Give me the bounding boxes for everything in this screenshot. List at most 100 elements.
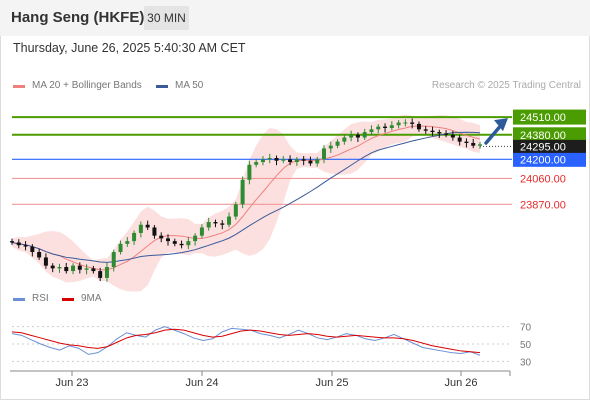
candle-body bbox=[179, 243, 184, 246]
rsi-line bbox=[11, 326, 481, 356]
candle-body bbox=[145, 224, 150, 228]
candle-body bbox=[471, 142, 476, 146]
candle-body bbox=[322, 148, 326, 160]
candle-body bbox=[430, 130, 435, 133]
candle-body bbox=[342, 137, 347, 142]
candle-body bbox=[172, 241, 177, 244]
candle-body bbox=[240, 179, 245, 205]
rsi-tick-30: 30 bbox=[520, 357, 532, 368]
forecast-arrow-shaft bbox=[484, 122, 504, 145]
candle-body bbox=[159, 235, 164, 239]
rsi-legend-swatch bbox=[13, 298, 25, 301]
candle-body bbox=[138, 224, 143, 233]
candle-body bbox=[389, 125, 394, 128]
candle-body bbox=[37, 252, 42, 258]
level-label-24380: 24380.00 bbox=[520, 130, 566, 142]
candle-body bbox=[206, 222, 211, 228]
ma50-legend-label: MA 50 bbox=[175, 80, 204, 91]
candle-body bbox=[362, 132, 367, 138]
candle-body bbox=[186, 241, 191, 246]
forecast-arrow-head bbox=[494, 118, 508, 132]
candle-body bbox=[437, 132, 442, 134]
candle-body bbox=[267, 157, 272, 160]
level-label-24060: 24060.00 bbox=[520, 173, 566, 185]
ma50-line bbox=[11, 131, 481, 263]
last-price-label: 24295.00 bbox=[520, 141, 566, 153]
candle-body bbox=[396, 122, 401, 126]
candle-body bbox=[77, 265, 82, 270]
candle-body bbox=[260, 159, 265, 163]
x-tick-label-0: Jun 23 bbox=[55, 377, 88, 389]
ma20-legend-label: MA 20 + Bollinger Bands bbox=[32, 80, 142, 91]
level-label-bg-24200 bbox=[513, 151, 586, 167]
candle-body bbox=[328, 145, 333, 149]
candle-body bbox=[220, 223, 225, 225]
ma20-legend-swatch bbox=[13, 85, 25, 88]
candle-body bbox=[152, 227, 157, 236]
candle-body bbox=[444, 133, 449, 135]
candle-body bbox=[288, 159, 293, 163]
candle-body bbox=[199, 227, 204, 236]
candle-body bbox=[16, 242, 21, 246]
candle-body bbox=[383, 126, 388, 128]
candle-body bbox=[132, 232, 137, 242]
candle-body bbox=[355, 134, 360, 138]
candle-body bbox=[50, 265, 55, 269]
rsi-ma-line bbox=[11, 328, 481, 354]
ma20-line bbox=[11, 125, 481, 271]
candle-body bbox=[301, 159, 306, 161]
candle-body bbox=[315, 159, 320, 164]
candle-body bbox=[91, 268, 96, 272]
candle-body bbox=[247, 164, 252, 180]
candle-body bbox=[125, 241, 130, 244]
candle-body bbox=[274, 157, 279, 161]
credit-text: Research © 2025 Trading Central bbox=[431, 80, 581, 91]
candle-body bbox=[410, 122, 415, 124]
candle-body bbox=[227, 216, 232, 225]
candle-body bbox=[98, 271, 103, 278]
candle-body bbox=[349, 134, 354, 138]
rsi-ma-legend-label: 9MA bbox=[81, 293, 102, 304]
candle-body bbox=[254, 162, 259, 165]
candle-body bbox=[10, 241, 14, 243]
candle-body bbox=[30, 246, 35, 253]
candle-body bbox=[423, 129, 428, 131]
candle-body bbox=[57, 267, 62, 269]
header-bar: Hang Seng (HKFE) 30 MIN bbox=[0, 0, 590, 36]
x-tick-label-1: Jun 24 bbox=[185, 377, 218, 389]
candle-body bbox=[23, 245, 28, 247]
candle-body bbox=[64, 267, 69, 272]
candle-body bbox=[450, 134, 455, 138]
instrument-title: Hang Seng (HKFE) bbox=[11, 9, 145, 26]
candle-body bbox=[335, 141, 340, 146]
candle-body bbox=[457, 137, 462, 142]
candle-body bbox=[478, 144, 482, 146]
timeframe-button[interactable]: 30 MIN bbox=[144, 6, 189, 30]
candle-body bbox=[213, 222, 218, 224]
candle-body bbox=[464, 141, 469, 143]
candle-body bbox=[104, 267, 109, 278]
last-price-label-bg bbox=[513, 139, 586, 153]
candle-body bbox=[111, 252, 116, 268]
candle-body bbox=[294, 159, 299, 163]
candle-body bbox=[43, 257, 48, 266]
candle-body bbox=[281, 159, 286, 161]
level-label-24510: 24510.00 bbox=[520, 112, 566, 124]
rsi-tick-70: 70 bbox=[520, 323, 532, 334]
candle-body bbox=[416, 123, 421, 130]
rsi-ma-legend-swatch bbox=[62, 298, 74, 301]
level-label-23870: 23870.00 bbox=[520, 199, 566, 211]
rsi-tick-50: 50 bbox=[520, 340, 532, 351]
level-label-bg-24380 bbox=[513, 127, 586, 143]
chart-timestamp: Thursday, June 26, 2025 5:40:30 AM CET bbox=[13, 41, 246, 55]
candle-body bbox=[403, 122, 408, 124]
rsi-legend-label: RSI bbox=[32, 293, 49, 304]
ma50-legend-swatch bbox=[156, 85, 168, 88]
candle-body bbox=[376, 126, 381, 130]
candle-body bbox=[71, 265, 76, 272]
candle-body bbox=[233, 204, 238, 217]
level-label-bg-24510 bbox=[513, 109, 586, 125]
candle-body bbox=[193, 235, 198, 242]
candle-body bbox=[118, 243, 123, 253]
